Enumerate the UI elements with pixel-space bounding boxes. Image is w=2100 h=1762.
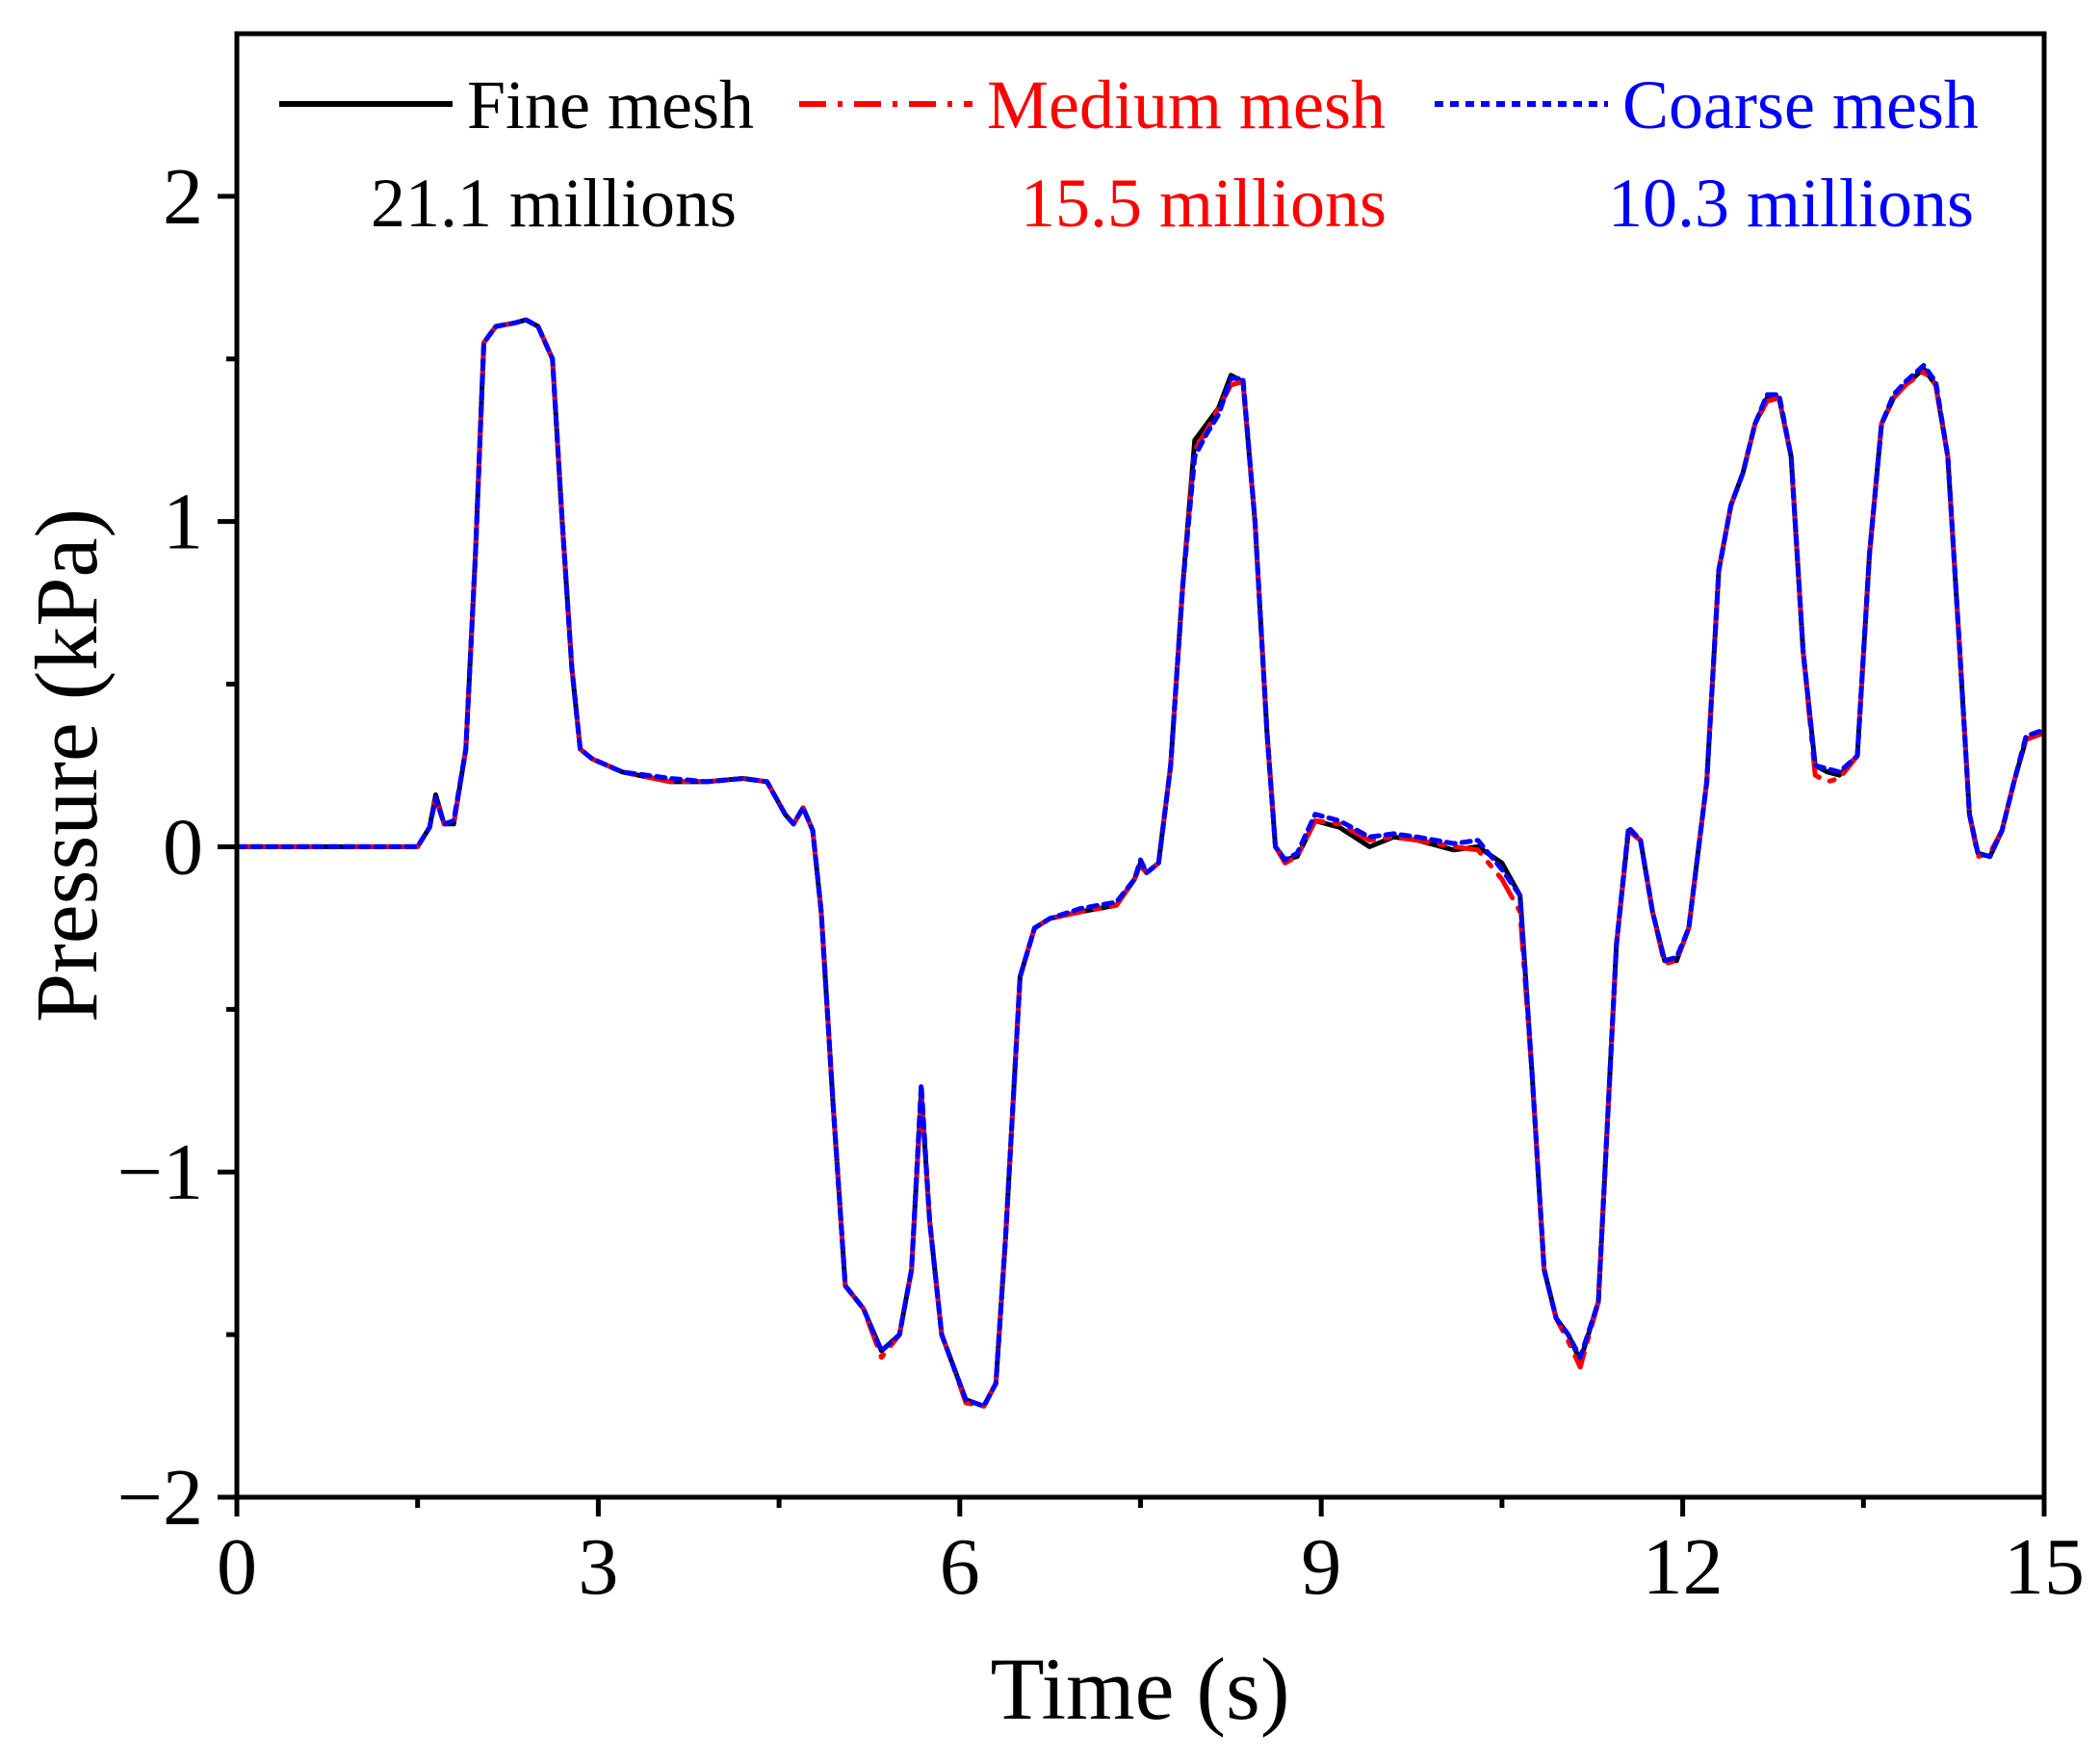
legend: Fine mesh 21.1 millions Medium mesh 15.5… <box>279 66 1979 242</box>
plot-frame <box>234 31 2047 1500</box>
legend-sub-fine-mesh: 21.1 millions <box>371 165 737 242</box>
y-tick-label: 0 <box>163 802 203 892</box>
legend-label-medium-mesh: Medium mesh <box>987 66 1386 143</box>
series-line-coarse-mesh <box>234 317 2047 1409</box>
x-tick-label: 15 <box>2004 1522 2085 1612</box>
legend-label-coarse-mesh: Coarse mesh <box>1622 66 1979 143</box>
plot-series <box>234 317 2047 1409</box>
x-axis-title: Time (s) <box>991 1640 1290 1738</box>
x-tick-label: 9 <box>1301 1522 1341 1612</box>
x-tick-label: 6 <box>940 1522 980 1612</box>
y-tick-label: 2 <box>163 152 203 242</box>
y-tick-label: −2 <box>117 1453 203 1542</box>
x-tick-label: 3 <box>578 1522 618 1612</box>
x-tick-label: 0 <box>217 1522 257 1612</box>
legend-sub-coarse-mesh: 10.3 millions <box>1608 165 1974 242</box>
x-tick-label: 12 <box>1643 1522 1724 1612</box>
y-axis-title: Pressure (kPa) <box>17 508 116 1023</box>
legend-label-fine-mesh: Fine mesh <box>467 66 754 143</box>
y-tick-label: 1 <box>163 478 203 567</box>
legend-sub-medium-mesh: 15.5 millions <box>1021 165 1387 242</box>
y-tick-label: −1 <box>117 1127 203 1217</box>
